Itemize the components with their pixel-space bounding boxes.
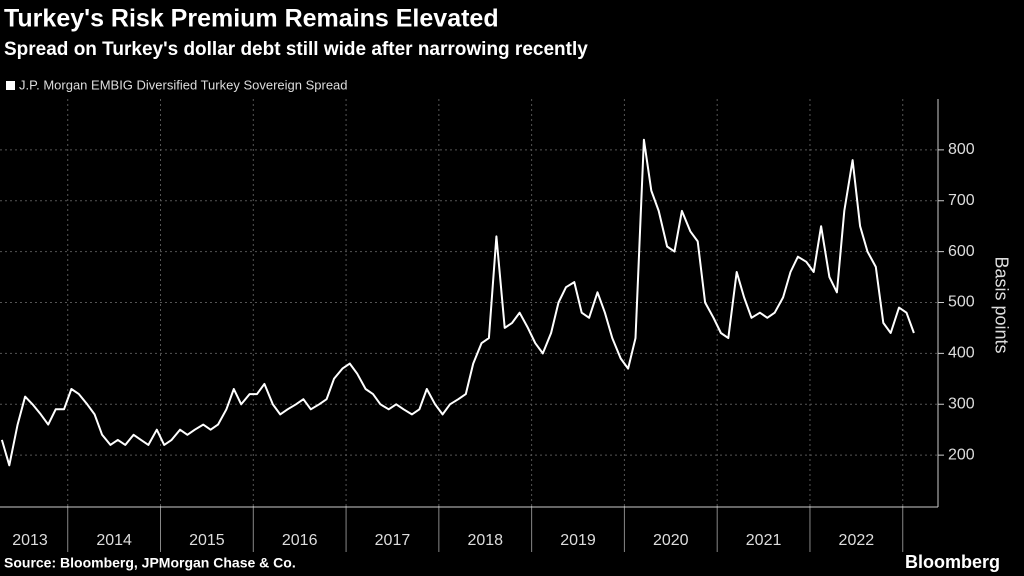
y-tick-label: 400 — [948, 345, 975, 362]
x-tick-label: 2020 — [653, 532, 689, 549]
brand: Bloomberg — [905, 552, 1000, 572]
y-tick-label: 800 — [948, 141, 975, 158]
y-axis-label: Basis points — [991, 256, 1011, 353]
x-tick-label: 2022 — [839, 532, 875, 549]
source: Source: Bloomberg, JPMorgan Chase & Co. — [4, 555, 296, 571]
y-tick-label: 600 — [948, 243, 975, 260]
x-tick-label: 2016 — [282, 532, 318, 549]
x-tick-label: 2014 — [96, 532, 132, 549]
legend-label: J.P. Morgan EMBIG Diversified Turkey Sov… — [19, 77, 348, 92]
x-tick-label: 2013 — [12, 532, 48, 549]
y-tick-label: 300 — [948, 395, 975, 412]
x-tick-label: 2017 — [375, 532, 411, 549]
x-tick-label: 2015 — [189, 532, 225, 549]
data-line — [0, 138, 915, 467]
x-tick-label: 2018 — [467, 532, 503, 549]
x-tick-label: 2019 — [560, 532, 596, 549]
legend-swatch — [6, 81, 15, 90]
y-tick-label: 500 — [948, 294, 975, 311]
chart-subtitle: Spread on Turkey's dollar debt still wid… — [4, 39, 588, 60]
y-tick-label: 200 — [948, 446, 975, 463]
chart-title: Turkey's Risk Premium Remains Elevated — [4, 5, 499, 33]
x-tick-label: 2021 — [746, 532, 782, 549]
y-tick-label: 700 — [948, 192, 975, 209]
